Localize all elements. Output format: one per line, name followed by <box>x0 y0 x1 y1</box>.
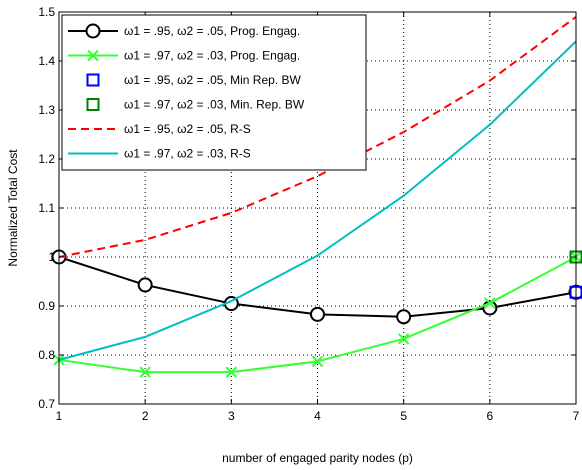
data-point <box>137 277 153 293</box>
legend-marker <box>87 49 99 62</box>
legend: ω1 = .95, ω2 = .05, Prog. Engag. ω1 = .97… <box>61 14 367 171</box>
legend-label: ω1 = .95, ω2 = .05, Min Rep. BW <box>124 73 301 87</box>
data-point <box>310 306 325 322</box>
x-tick-label: 7 <box>573 409 580 423</box>
data-point <box>397 333 410 345</box>
data-point <box>139 366 151 378</box>
y-tick-label: 1.3 <box>38 103 55 117</box>
legend-box <box>61 14 367 171</box>
legend-marker <box>86 73 100 87</box>
series-line <box>58 40 577 361</box>
legend-entry: ω1 = .97, ω2 = .03, Min. Rep. BW <box>86 98 305 112</box>
legend-label: ω1 = .97, ω2 = .03, Min. Rep. BW <box>124 98 305 112</box>
legend-label: ω1 = .95, ω2 = .05, Prog. Engag. <box>124 24 300 38</box>
series-4 <box>58 16 577 258</box>
x-axis-label: number of engaged parity nodes (p) <box>222 451 413 465</box>
series-5 <box>58 40 577 361</box>
legend-entry: ω1 = .97, ω2 = .03, Prog. Engag. <box>68 49 300 63</box>
grid <box>59 12 576 404</box>
legend-entry: ω1 = .95, ω2 = .05, Min Rep. BW <box>86 73 301 87</box>
y-tick-label: 1.1 <box>38 201 55 215</box>
y-axis-label: Normalized Total Cost <box>6 149 20 267</box>
legend-marker <box>86 98 100 111</box>
series-0 <box>51 249 582 325</box>
x-tick-label: 2 <box>142 409 149 423</box>
x-tick-label: 1 <box>56 409 63 423</box>
data-point <box>311 355 324 368</box>
x-tick-label: 4 <box>314 409 321 423</box>
legend-label: ω1 = .97, ω2 = .03, Prog. Engag. <box>124 49 300 63</box>
legend-label: ω1 = .97, ω2 = .03, R-S <box>124 147 251 161</box>
y-tick-label: 1.5 <box>38 5 55 19</box>
y-tick-label: 1.2 <box>38 152 55 166</box>
x-tick-label: 6 <box>486 409 493 423</box>
legend-marker <box>85 23 101 39</box>
data-point <box>484 297 496 309</box>
y-tick-label: 1 <box>48 250 55 264</box>
y-tick-label: 0.7 <box>38 397 55 411</box>
axis-ticks: 1 2 3 4 5 6 7 0.7 0.8 0.9 1 1.1 1.2 1.3 1.4 1.5 <box>38 5 579 423</box>
legend-entry: ω1 = .97, ω2 = .03, R-S <box>68 147 251 161</box>
legend-entry: ω1 = .95, ω2 = .05, R-S <box>68 122 251 136</box>
y-tick-label: 0.8 <box>38 348 55 362</box>
data-point <box>225 366 238 378</box>
series-line <box>58 16 577 258</box>
y-tick-label: 1.4 <box>38 54 55 68</box>
legend-label: ω1 = .95, ω2 = .05, R-S <box>124 122 251 136</box>
x-tick-label: 3 <box>228 409 235 423</box>
data-point <box>396 309 412 325</box>
legend-entry: ω1 = .95, ω2 = .05, Prog. Engag. <box>68 23 300 39</box>
y-tick-label: 0.9 <box>38 299 55 313</box>
x-tick-label: 5 <box>400 409 407 423</box>
